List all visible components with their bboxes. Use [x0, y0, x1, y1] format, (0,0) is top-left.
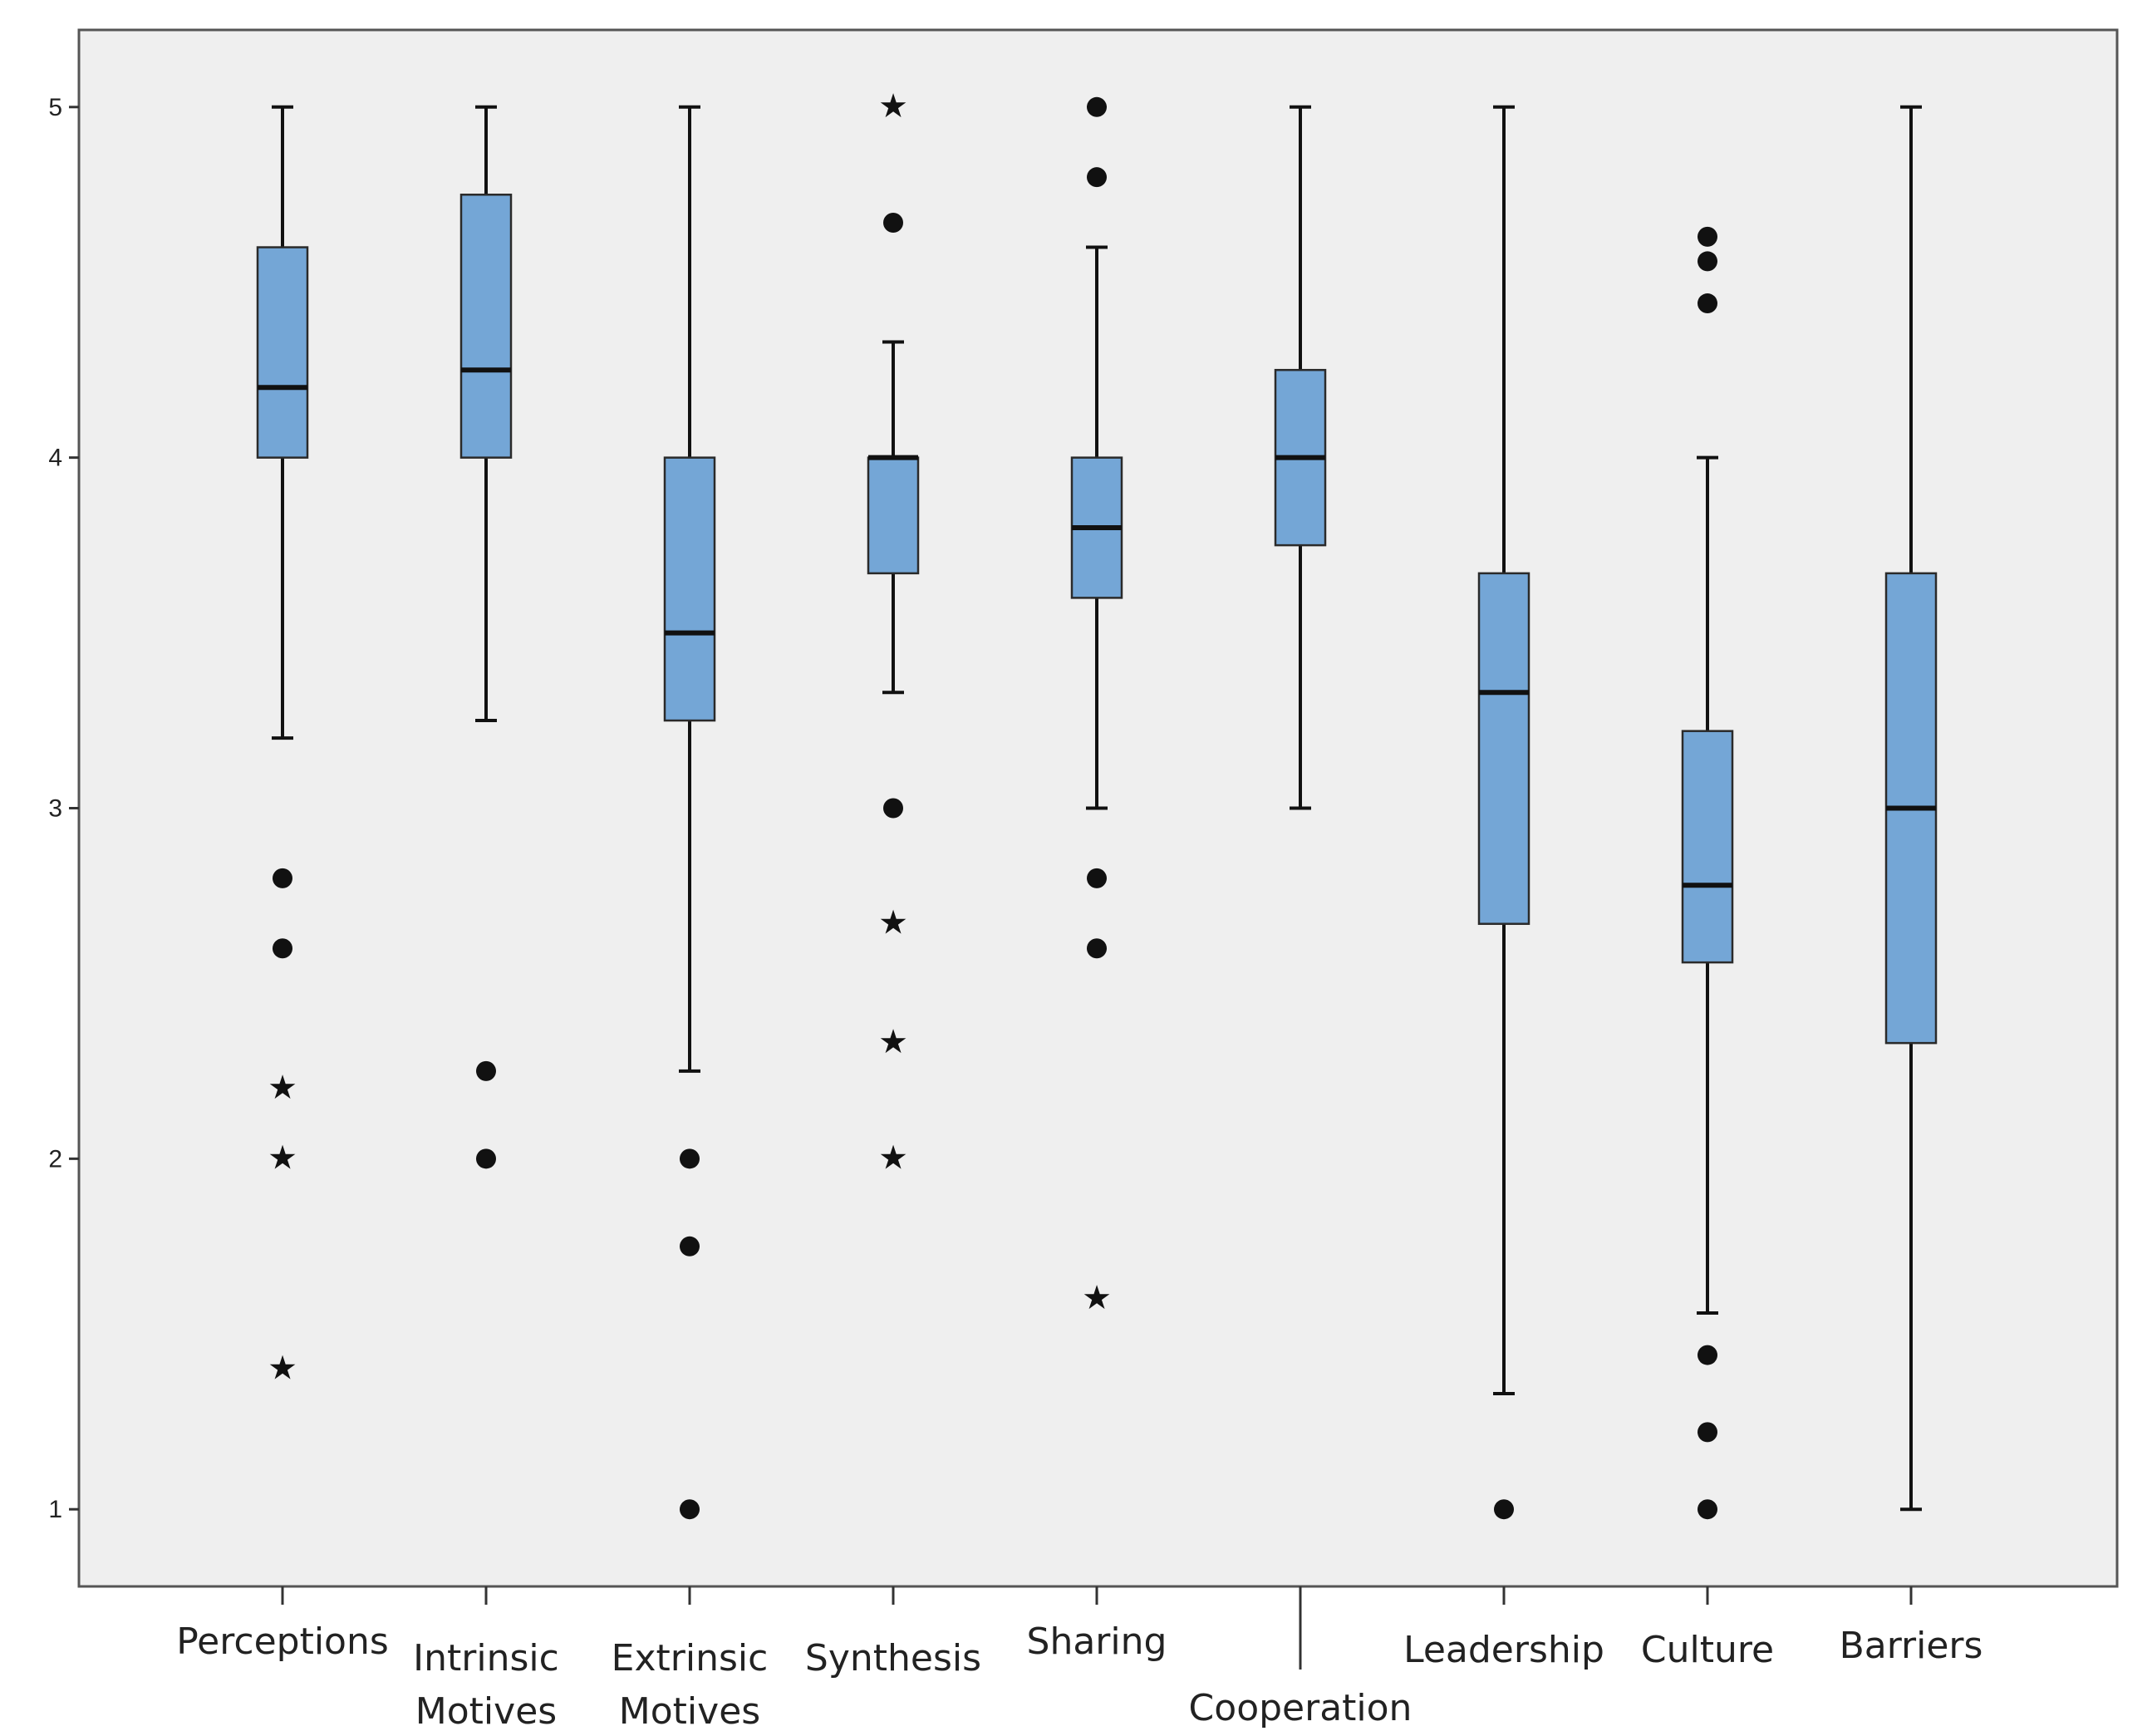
iqr-box-extrinsic-motives: [663, 456, 716, 722]
outlier-point-sharing-0: [1087, 96, 1107, 117]
box-group-barriers: [1884, 105, 1938, 1512]
iqr-box-perceptions: [256, 246, 309, 459]
outlier-point-perceptions-0: [273, 868, 292, 888]
outlier-point-sharing-1: [1087, 167, 1107, 188]
x-label-synthesis: Synthesis: [805, 1637, 981, 1679]
outlier-point-perceptions-1: [273, 938, 292, 959]
outlier-point-culture-3: [1698, 1345, 1717, 1365]
box-group-extrinsic-motives: [663, 105, 716, 1520]
iqr-box-synthesis: [867, 456, 920, 575]
box-group-synthesis: ★ ★ ★ ★: [867, 87, 920, 1177]
outlier-point-intrinsic-motives-1: [476, 1148, 496, 1169]
x-label-intrinsic-motives-line1: Intrinsic: [413, 1637, 559, 1679]
x-label-sharing: Sharing: [1027, 1620, 1167, 1663]
x-label-cooperation: Cooperation: [1189, 1687, 1413, 1729]
extreme-point-sharing-0: ★: [1082, 1279, 1112, 1317]
extreme-point-synthesis-1: ★: [878, 904, 908, 942]
x-label-leadership: Leadership: [1403, 1629, 1604, 1671]
extreme-point-synthesis-0: ★: [878, 87, 908, 125]
outlier-point-culture-5: [1698, 1499, 1717, 1520]
x-axis: Perceptions Intrinsic Motives Extrinsic Moti…: [176, 1586, 1982, 1733]
outlier-point-extrinsic-motives-1: [680, 1236, 700, 1257]
extreme-point-perceptions-1: ★: [268, 1138, 297, 1177]
x-label-culture: Culture: [1641, 1629, 1774, 1671]
outlier-point-extrinsic-motives-0: [680, 1148, 700, 1169]
x-label-intrinsic-motives-line2: Motives: [415, 1690, 557, 1733]
boxes: ★ ★ ★ ★ ★ ★ ★ ★: [256, 87, 1938, 1520]
y-tick-label-1: 1: [48, 1496, 62, 1523]
outlier-point-culture-4: [1698, 1422, 1717, 1443]
box-group-intrinsic-motives: [459, 105, 513, 1169]
outlier-point-culture-1: [1698, 251, 1717, 272]
x-label-barriers: Barriers: [1840, 1625, 1983, 1667]
iqr-box-intrinsic-motives: [459, 194, 513, 459]
box-group-perceptions: ★ ★ ★: [256, 105, 309, 1387]
outlier-point-intrinsic-motives-0: [476, 1060, 496, 1081]
outlier-point-culture-2: [1698, 293, 1717, 314]
x-label-extrinsic-motives-line2: Motives: [619, 1690, 760, 1733]
iqr-box-leadership: [1477, 572, 1530, 925]
box-group-cooperation: [1274, 105, 1327, 810]
extreme-point-perceptions-0: ★: [268, 1069, 297, 1107]
box-group-sharing: ★: [1070, 96, 1123, 1317]
outlier-point-sharing-2: [1087, 868, 1107, 888]
outlier-point-leadership-0: [1494, 1499, 1514, 1520]
extreme-point-synthesis-2: ★: [878, 1023, 908, 1061]
y-axis: 1 2 3 4 5: [48, 94, 79, 1523]
y-tick-label-3: 3: [48, 795, 62, 823]
outlier-point-synthesis-1: [883, 798, 903, 819]
y-tick-label-2: 2: [48, 1145, 62, 1173]
box-group-culture: [1681, 226, 1734, 1520]
x-label-perceptions: Perceptions: [176, 1620, 389, 1663]
iqr-box-culture: [1681, 730, 1734, 964]
y-tick-label-4: 4: [48, 445, 62, 472]
extreme-point-perceptions-2: ★: [268, 1349, 297, 1387]
outlier-point-sharing-3: [1087, 938, 1107, 959]
extreme-point-synthesis-3: ★: [878, 1138, 908, 1177]
box-group-leadership: [1477, 105, 1530, 1520]
outlier-point-synthesis-0: [883, 213, 903, 234]
outlier-point-culture-0: [1698, 226, 1717, 247]
x-label-extrinsic-motives-line1: Extrinsic: [612, 1637, 769, 1679]
outlier-point-extrinsic-motives-2: [680, 1499, 700, 1520]
y-tick-label-5: 5: [48, 94, 62, 121]
